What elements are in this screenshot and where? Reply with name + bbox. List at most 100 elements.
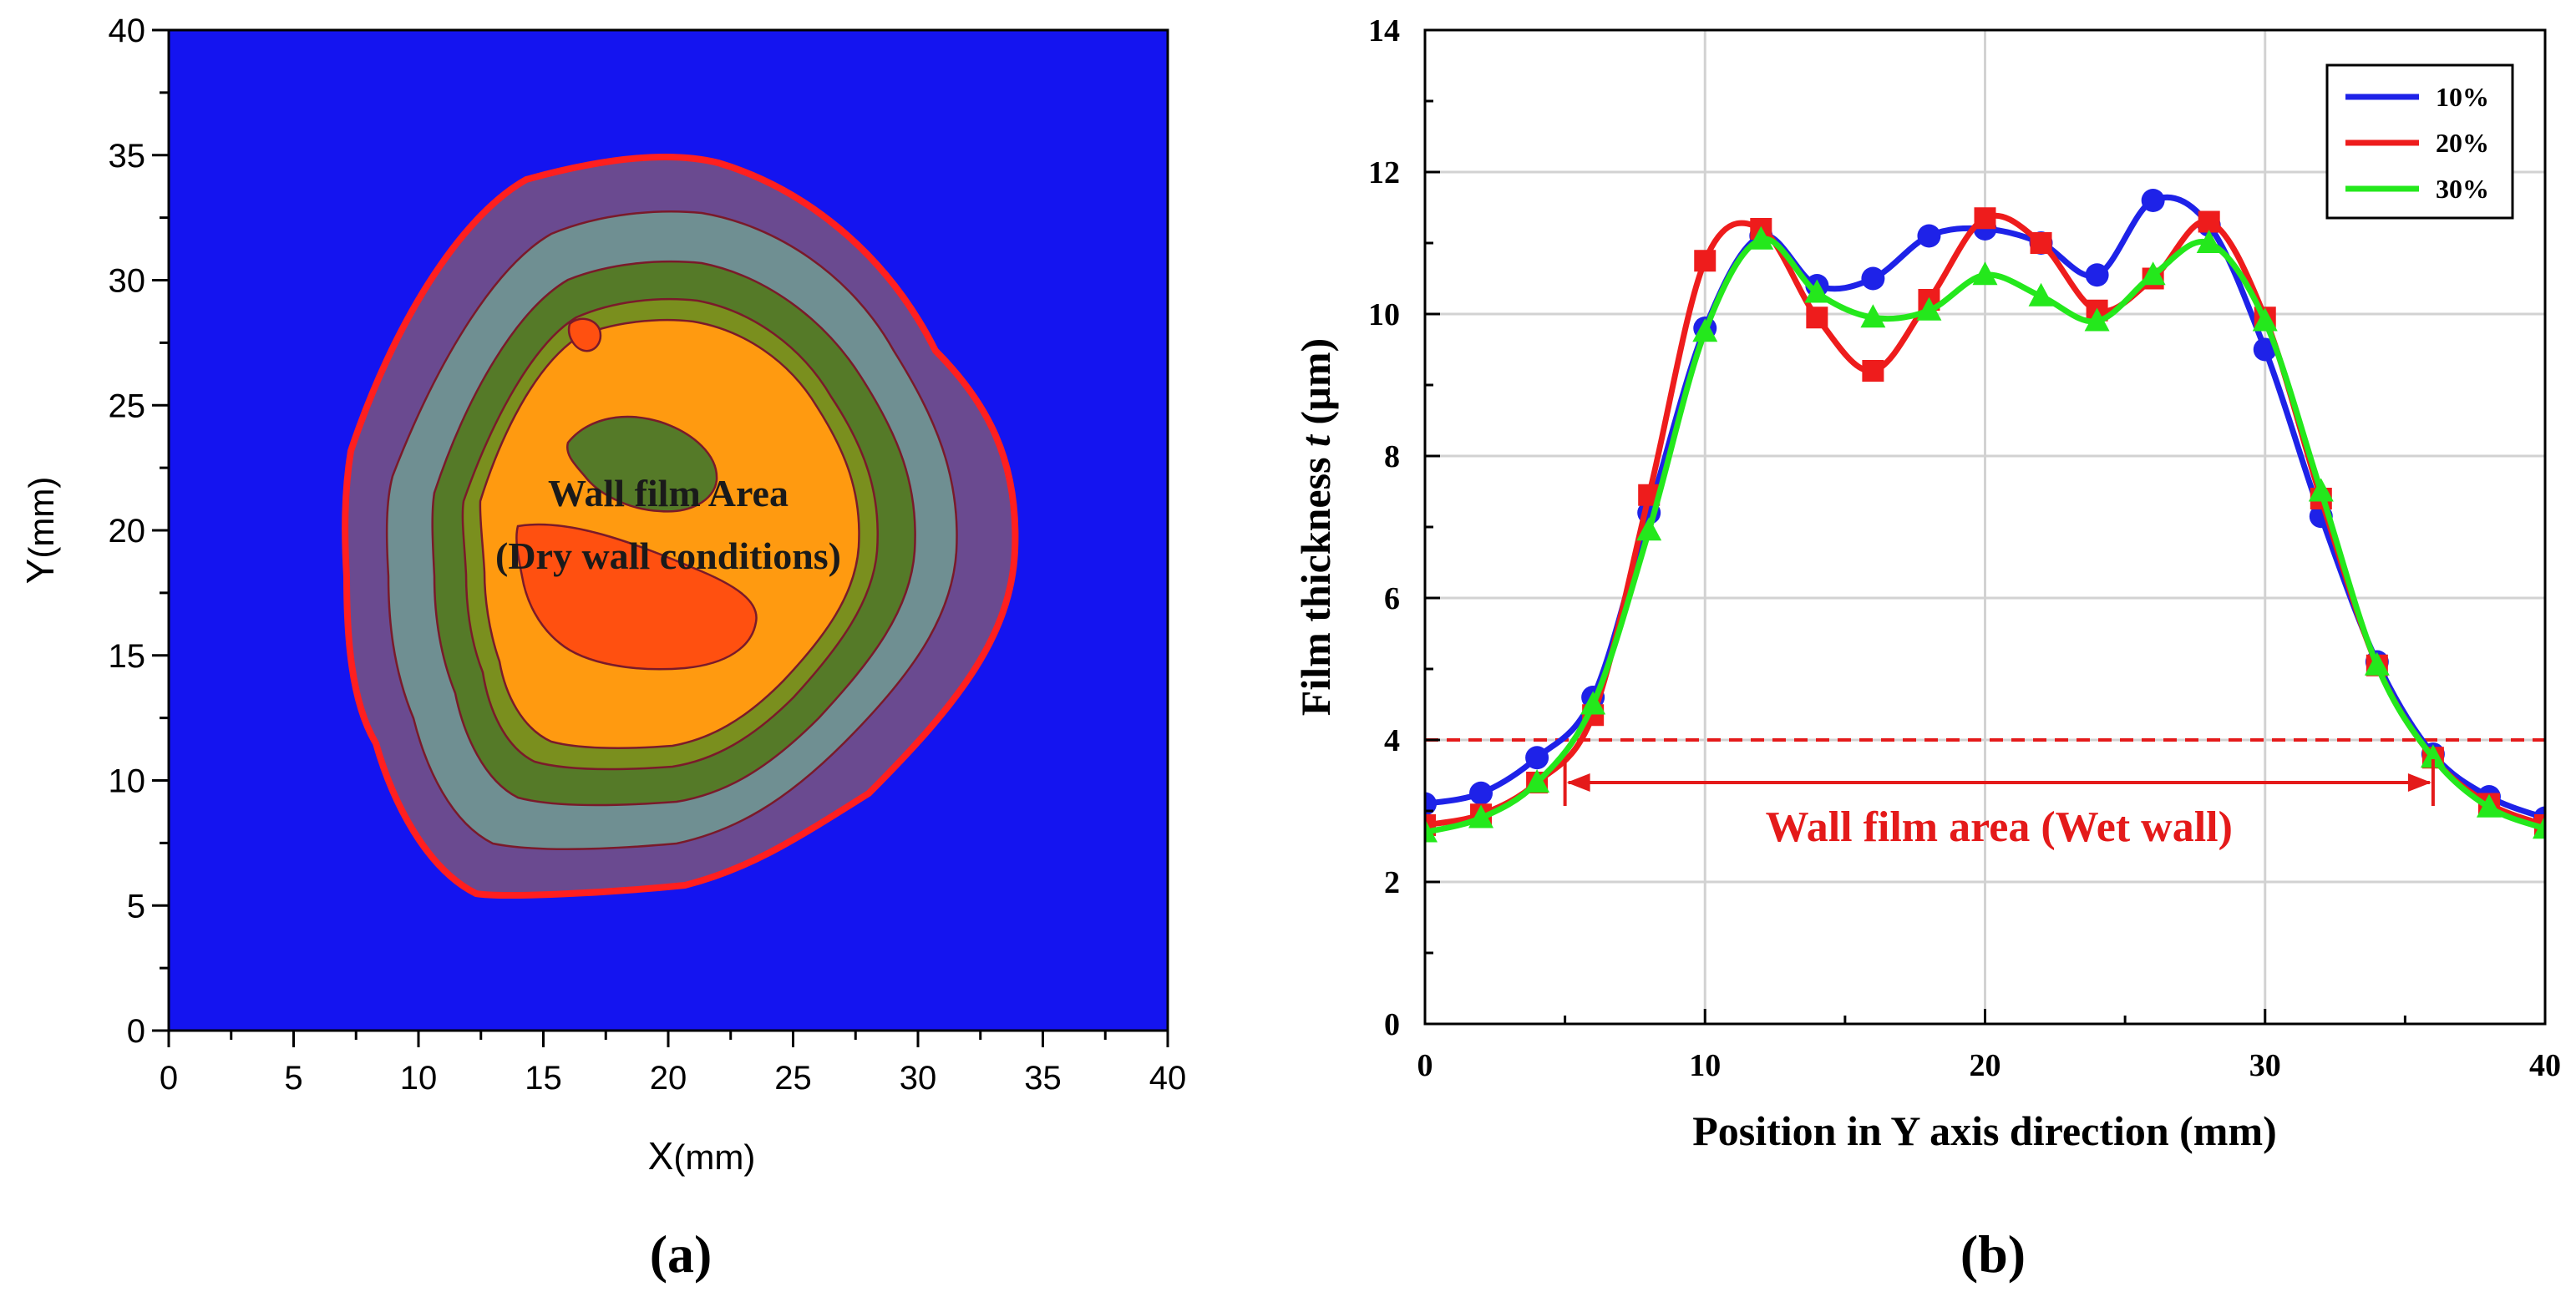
circle-point <box>1469 781 1493 805</box>
annotation-wet-wall: Wall film area (Wet wall) <box>1766 803 2233 851</box>
legend-label: 20% <box>2436 128 2489 158</box>
x-tick-label-a: 20 <box>650 1060 687 1097</box>
legend: 10% 20% 30% <box>2325 63 2514 220</box>
triangle-point <box>2140 261 2166 286</box>
y-tick-label-a: 20 <box>109 513 146 550</box>
triangle-point <box>2533 815 2545 839</box>
square-point <box>2030 232 2052 254</box>
triangle-point <box>1860 304 1886 328</box>
x-axis-label-unit: (mm) <box>673 1137 755 1177</box>
x-tick-label-b: 20 <box>1970 1048 2001 1083</box>
x-tick-label-b: 10 <box>1689 1048 1721 1083</box>
triangle-point <box>2476 793 2502 818</box>
legend-label: 30% <box>2436 174 2489 204</box>
triangle-point <box>1692 318 1718 342</box>
annotation-dry-wall-conditions: (Dry wall conditions) <box>495 535 841 577</box>
x-tick-label-a: 0 <box>160 1060 178 1097</box>
y-tick-label-a: 30 <box>109 263 146 300</box>
circle-point <box>1525 746 1549 770</box>
x-axis-ticks-a: 0 5 10 15 20 25 30 35 40 <box>160 1031 1186 1097</box>
circle-point <box>2141 189 2165 212</box>
y-axis-label-a: Y(mm) <box>18 477 62 585</box>
triangle-point <box>2196 230 2222 253</box>
circle-point <box>2085 263 2109 287</box>
square-point <box>1806 307 1828 329</box>
caption-a: (a) <box>650 1224 712 1284</box>
triangle-point <box>2308 478 2334 502</box>
y-tick-label-a: 15 <box>109 638 146 675</box>
wall-film-boundary <box>342 153 1019 899</box>
x-axis-label-a: X(mm) <box>648 1134 756 1178</box>
square-point <box>1974 207 1996 230</box>
axis-ticks-b: 0 10 20 30 40 0 2 4 6 8 10 12 14 <box>1368 13 2561 1083</box>
annotation-wall-film-area: Wall film Area <box>548 472 789 514</box>
x-tick-label-a: 35 <box>1024 1060 1062 1097</box>
triangle-point <box>2084 307 2110 332</box>
caption-b: (b) <box>1960 1224 2026 1284</box>
y-tick-label-b: 12 <box>1368 155 1400 190</box>
y-tick-label-b: 2 <box>1384 865 1400 900</box>
y-axis-label-unit: (µm) <box>1292 338 1339 435</box>
triangle-point <box>2420 744 2446 768</box>
contour-level-core <box>565 415 718 513</box>
square-point <box>1862 360 1884 382</box>
series-30pct <box>1425 225 2545 843</box>
span-arrowhead-left <box>1566 773 1590 792</box>
x-tick-label-a: 30 <box>900 1060 937 1097</box>
triangle-point <box>2028 282 2054 307</box>
y-tick-label-a: 0 <box>127 1013 145 1050</box>
contour-level-hotspot <box>567 317 602 352</box>
circle-point <box>1917 224 1941 248</box>
circle-point <box>1425 792 1437 816</box>
y-tick-label-a: 40 <box>109 13 146 49</box>
contour-level-peak <box>515 523 758 671</box>
y-axis-label-b: Film thickness t (µm) <box>1292 338 1339 716</box>
y-tick-label-a: 25 <box>109 388 146 424</box>
y-axis-label-italic: t <box>1292 433 1339 447</box>
y-tick-label-b: 10 <box>1368 297 1400 332</box>
triangle-point <box>2252 307 2278 332</box>
panel-a-contour-map: 0 5 10 15 20 25 30 35 40 0 5 10 15 20 25 30 35 40 Wall f… <box>18 13 1186 1284</box>
y-tick-label-b: 0 <box>1384 1007 1400 1042</box>
triangle-point <box>1468 804 1494 828</box>
triangle-point <box>1524 769 1550 793</box>
contour-regions <box>342 153 1019 899</box>
y-tick-label-b: 8 <box>1384 439 1400 474</box>
triangle-point <box>1580 691 1606 715</box>
circle-point <box>1861 266 1885 291</box>
triangle-point <box>2364 651 2390 676</box>
x-tick-label-b: 0 <box>1417 1048 1433 1083</box>
triangle-point <box>1972 261 1998 286</box>
circle-point <box>2253 337 2277 362</box>
y-tick-label-a: 5 <box>127 888 145 925</box>
triangle-point <box>1425 818 1438 843</box>
triangle-point <box>1804 279 1830 303</box>
y-tick-label-a: 10 <box>109 763 146 800</box>
x-tick-label-a: 5 <box>284 1060 302 1097</box>
square-point <box>2198 210 2220 233</box>
y-tick-label-b: 6 <box>1384 581 1400 616</box>
series-curves <box>1425 189 2545 843</box>
x-axis-label-b: Position in Y axis direction (mm) <box>1692 1107 2277 1154</box>
triangle-point <box>1636 517 1662 541</box>
square-point <box>1694 250 1716 272</box>
y-axis-label-text: Film thickness <box>1292 447 1339 716</box>
y-tick-label-b: 4 <box>1384 723 1400 758</box>
y-axis-label-unit: (mm) <box>22 477 61 559</box>
y-axis-label-letter: Y <box>18 559 62 585</box>
wall-film-span-arrow <box>1563 759 2435 806</box>
panel-b-line-chart: Wall film area (Wet wall) 0 10 20 30 40 0 2 4 6 8… <box>1292 13 2561 1284</box>
x-tick-label-b: 40 <box>2529 1048 2561 1083</box>
x-tick-label-a: 40 <box>1149 1060 1187 1097</box>
x-tick-label-a: 10 <box>400 1060 438 1097</box>
triangle-point <box>1748 225 1774 250</box>
x-tick-label-a: 25 <box>774 1060 812 1097</box>
y-axis-ticks-a: 0 5 10 15 20 25 30 35 40 <box>109 13 169 1050</box>
x-tick-label-a: 15 <box>525 1060 562 1097</box>
y-tick-label-b: 14 <box>1368 13 1400 48</box>
x-tick-label-b: 30 <box>2249 1048 2281 1083</box>
legend-label: 10% <box>2436 82 2489 112</box>
span-arrowhead-right <box>2407 773 2431 792</box>
y-tick-label-a: 35 <box>109 138 146 175</box>
